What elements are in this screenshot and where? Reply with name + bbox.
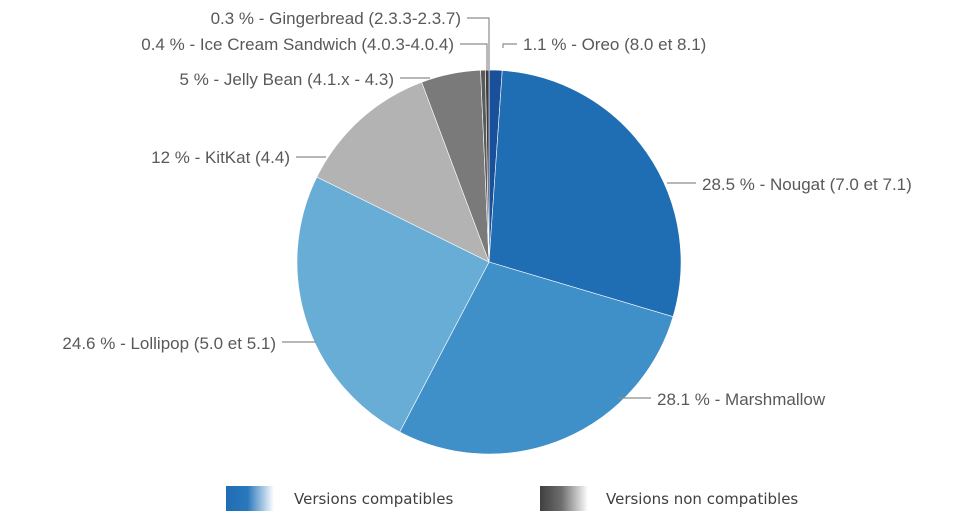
slice-label: 1.1 % - Oreo (8.0 et 8.1): [523, 35, 706, 54]
label-leader-line: [502, 43, 517, 48]
legend-swatch-non-compatible: [540, 486, 588, 511]
pie-slice: [399, 261, 674, 455]
legend-label-non-compatible: Versions non compatibles: [606, 490, 798, 508]
pie-slice: [488, 70, 682, 318]
pie-slice: [296, 176, 490, 433]
slice-label: 28.5 % - Nougat (7.0 et 7.1): [702, 175, 912, 194]
slice-labels: 1.1 % - Oreo (8.0 et 8.1) 28.5 % - Nougat…: [62, 9, 911, 409]
slice-label: 0.4 % - Ice Cream Sandwich (4.0.3-4.0.4): [141, 35, 454, 54]
pie-slice: [316, 81, 490, 263]
slice-label: 0.3 % - Gingerbread (2.3.3-2.3.7): [211, 9, 461, 28]
legend: Versions compatibles Versions non compat…: [226, 486, 798, 511]
legend-label-compatible: Versions compatibles: [294, 490, 453, 508]
slice-label: 5 % - Jelly Bean (4.1.x - 4.3): [180, 70, 394, 89]
slice-label: 28.1 % - Marshmallow: [657, 390, 826, 409]
label-leader-lines: [282, 17, 696, 399]
legend-swatch-compatible: [226, 486, 274, 511]
slice-label: 24.6 % - Lollipop (5.0 et 5.1): [62, 334, 276, 353]
label-leader-line: [467, 17, 490, 70]
pie-slices: [296, 69, 682, 455]
label-leader-line: [460, 43, 488, 70]
slice-label: 12 % - KitKat (4.4): [151, 148, 290, 167]
